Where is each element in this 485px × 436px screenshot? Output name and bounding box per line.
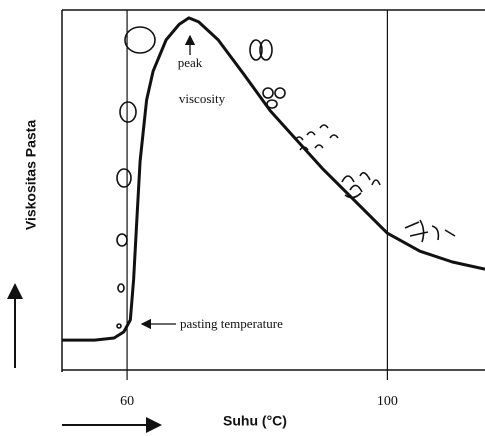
annotation: peak	[178, 55, 203, 70]
curve	[62, 16, 485, 342]
y-axis-label: Viskositas Pasta	[23, 120, 39, 230]
x-tick-label: 100	[377, 394, 398, 409]
x-axis-label: Suhu (°C)	[223, 413, 287, 429]
x-tick-label: 60	[120, 394, 134, 409]
granules	[116, 26, 456, 329]
annotation: pasting temperature	[180, 316, 283, 331]
annotation: viscosity	[179, 91, 226, 106]
